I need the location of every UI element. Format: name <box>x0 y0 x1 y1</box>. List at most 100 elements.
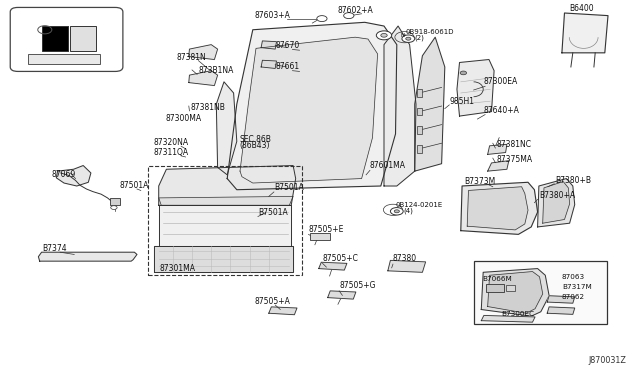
Circle shape <box>390 208 403 215</box>
Text: B7380+A: B7380+A <box>539 191 575 200</box>
Text: 87069: 87069 <box>51 170 76 179</box>
Bar <box>310 233 330 240</box>
Bar <box>70 26 96 51</box>
Polygon shape <box>488 272 543 313</box>
Bar <box>148 166 302 275</box>
Circle shape <box>344 13 354 19</box>
Polygon shape <box>538 179 575 227</box>
Polygon shape <box>457 60 494 116</box>
Text: 87300MA: 87300MA <box>165 114 201 123</box>
Text: B7300EC: B7300EC <box>501 311 534 317</box>
Text: 87603+A: 87603+A <box>255 11 291 20</box>
Polygon shape <box>328 291 356 299</box>
Polygon shape <box>543 182 570 223</box>
Circle shape <box>460 71 467 75</box>
Polygon shape <box>488 161 509 171</box>
Polygon shape <box>319 262 347 270</box>
FancyBboxPatch shape <box>10 7 123 71</box>
Polygon shape <box>154 246 293 272</box>
Circle shape <box>317 16 327 22</box>
Polygon shape <box>189 45 218 60</box>
Text: 985H1: 985H1 <box>449 97 474 106</box>
Text: 87601MA: 87601MA <box>370 161 406 170</box>
Text: 87670: 87670 <box>275 41 300 50</box>
Polygon shape <box>216 82 237 175</box>
Text: B7501A: B7501A <box>274 183 303 192</box>
Circle shape <box>402 35 415 42</box>
Text: B7380+B: B7380+B <box>556 176 591 185</box>
Text: 87062: 87062 <box>562 294 585 300</box>
Text: 87301MA: 87301MA <box>160 264 196 273</box>
Text: 87063: 87063 <box>562 274 585 280</box>
Polygon shape <box>38 252 137 261</box>
Text: 0B918-6061D: 0B918-6061D <box>405 29 454 35</box>
Text: 87311QA: 87311QA <box>154 148 189 157</box>
Bar <box>474 261 607 324</box>
Polygon shape <box>261 60 276 68</box>
Polygon shape <box>240 37 378 183</box>
Circle shape <box>111 206 117 209</box>
Polygon shape <box>467 187 528 230</box>
Text: 87381NC: 87381NC <box>497 140 532 149</box>
Bar <box>417 108 422 115</box>
Bar <box>417 145 422 153</box>
Polygon shape <box>547 296 575 303</box>
Text: (4): (4) <box>403 208 413 214</box>
Polygon shape <box>488 144 507 154</box>
Circle shape <box>406 37 411 40</box>
Bar <box>42 26 68 51</box>
Text: 87320NA: 87320NA <box>154 138 189 147</box>
Bar <box>506 285 515 291</box>
Text: B7501A: B7501A <box>258 208 287 217</box>
Text: 87505+A: 87505+A <box>255 297 291 306</box>
Circle shape <box>381 33 387 37</box>
Text: 873B1NA: 873B1NA <box>198 66 234 75</box>
Text: 87501A: 87501A <box>119 181 148 190</box>
Bar <box>110 198 120 205</box>
Text: 87602+A: 87602+A <box>338 6 374 15</box>
Text: 87375MA: 87375MA <box>497 155 532 164</box>
Polygon shape <box>269 307 297 315</box>
Polygon shape <box>159 166 296 205</box>
Text: 87505+E: 87505+E <box>308 225 344 234</box>
Bar <box>417 126 422 134</box>
Text: SEC.86B: SEC.86B <box>239 135 271 144</box>
Text: (86B43): (86B43) <box>239 141 270 150</box>
Polygon shape <box>384 26 416 186</box>
Bar <box>28 54 100 64</box>
Text: B6400: B6400 <box>570 4 594 13</box>
Polygon shape <box>189 71 218 86</box>
Polygon shape <box>461 182 538 234</box>
Text: 87505+C: 87505+C <box>323 254 358 263</box>
Text: B7373M: B7373M <box>465 177 496 186</box>
Text: B7374: B7374 <box>42 244 67 253</box>
Polygon shape <box>159 196 293 205</box>
Polygon shape <box>481 269 549 316</box>
Polygon shape <box>261 41 276 49</box>
Text: 87300EA: 87300EA <box>484 77 518 86</box>
Text: (2): (2) <box>415 35 424 41</box>
Polygon shape <box>415 37 445 171</box>
Polygon shape <box>481 315 535 322</box>
Text: 87380: 87380 <box>393 254 417 263</box>
Text: 87381NB: 87381NB <box>191 103 225 112</box>
Text: 87661: 87661 <box>275 62 300 71</box>
Polygon shape <box>562 13 608 53</box>
Bar <box>486 284 504 292</box>
Bar <box>417 89 422 97</box>
Text: 0B124-0201E: 0B124-0201E <box>396 202 443 208</box>
Text: 87381N: 87381N <box>177 54 206 62</box>
Text: B7317M: B7317M <box>562 284 591 290</box>
Text: 87505+G: 87505+G <box>339 281 376 290</box>
Polygon shape <box>547 307 575 314</box>
Polygon shape <box>227 22 397 190</box>
Text: B7066M: B7066M <box>483 276 512 282</box>
Text: N: N <box>401 33 404 38</box>
Circle shape <box>376 31 392 40</box>
Polygon shape <box>388 260 426 272</box>
Polygon shape <box>159 205 291 246</box>
Polygon shape <box>56 166 91 186</box>
Text: J870031Z: J870031Z <box>588 356 626 365</box>
Text: 87640+A: 87640+A <box>484 106 520 115</box>
Circle shape <box>394 210 399 213</box>
